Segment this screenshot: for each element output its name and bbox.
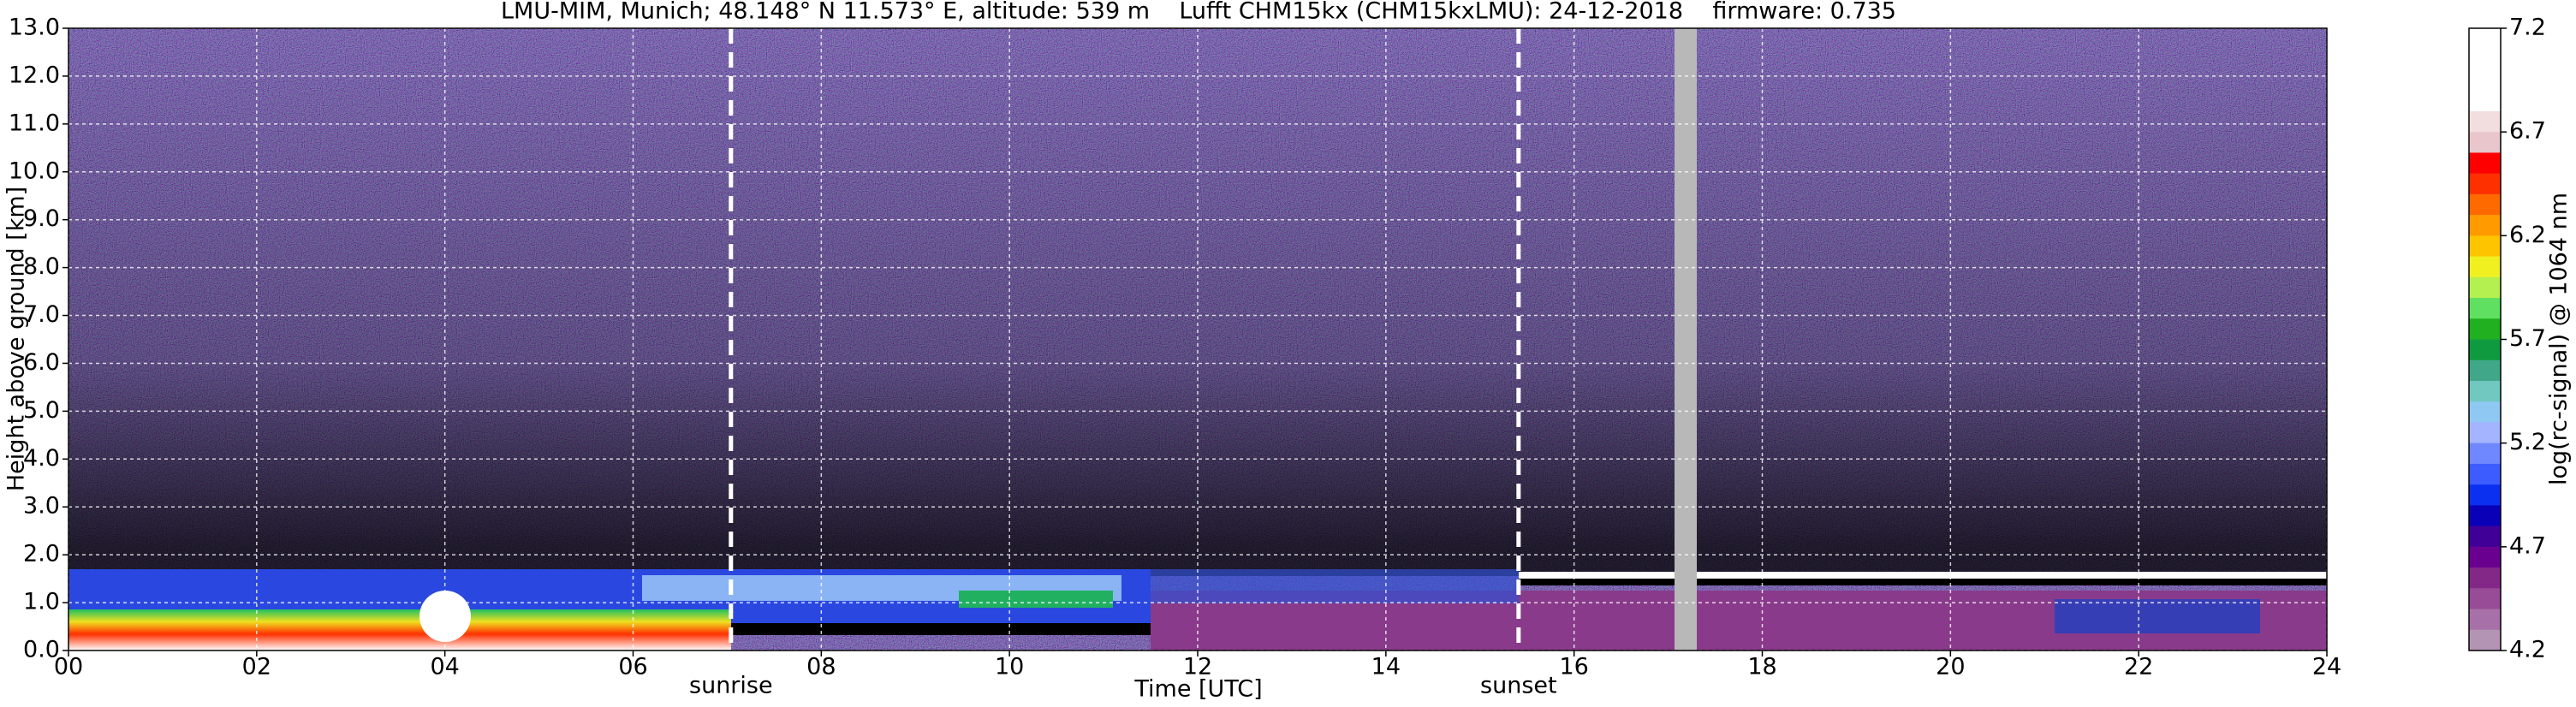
colorbar-swatch xyxy=(2469,28,2501,50)
colorbar-tick-label: 7.2 xyxy=(2509,15,2546,41)
cloud-top xyxy=(1519,579,2327,585)
x-tick-label: 00 xyxy=(54,654,83,680)
colorbar-swatch xyxy=(2469,110,2501,133)
y-tick-label: 6.0 xyxy=(23,349,60,376)
colorbar-swatch xyxy=(2469,276,2501,299)
colorbar-tick-label: 4.2 xyxy=(2509,637,2546,663)
colorbar-swatch xyxy=(2469,588,2501,610)
colorbar-swatch xyxy=(2469,443,2501,465)
x-tick-label: 24 xyxy=(2312,654,2341,680)
colorbar-swatch xyxy=(2469,401,2501,423)
data-gap xyxy=(1675,28,1697,651)
y-tick-label: 5.0 xyxy=(23,397,60,424)
y-tick-label: 7.0 xyxy=(23,301,60,328)
y-tick-label: 11.0 xyxy=(9,110,60,136)
colorbar-swatch xyxy=(2469,505,2501,527)
colorbar-swatch xyxy=(2469,484,2501,506)
colorbar-swatch xyxy=(2469,298,2501,319)
x-tick-label: 10 xyxy=(995,654,1024,680)
colorbar-swatch xyxy=(2469,69,2501,92)
x-tick-label: 06 xyxy=(618,654,647,680)
colorbar-swatch xyxy=(2469,49,2501,70)
y-tick-label: 3.0 xyxy=(23,493,60,520)
x-tick-label: 22 xyxy=(2124,654,2153,680)
x-tick-label: 12 xyxy=(1183,654,1212,680)
y-axis-label: Height above ground [km] xyxy=(3,187,30,491)
colorbar-swatch xyxy=(2469,152,2501,175)
y-tick-label: 0.0 xyxy=(23,637,60,663)
colorbar-swatch xyxy=(2469,463,2501,485)
y-tick-label: 13.0 xyxy=(9,15,60,41)
y-tick-label: 10.0 xyxy=(9,157,60,184)
colorbar-swatch xyxy=(2469,235,2501,258)
colorbar-swatch xyxy=(2469,339,2501,361)
colorbar-swatch xyxy=(2469,318,2501,340)
colorbar-tick-label: 5.7 xyxy=(2509,325,2546,352)
colorbar-swatch xyxy=(2469,193,2501,216)
colorbar-swatch xyxy=(2469,609,2501,631)
x-tick-label: 20 xyxy=(1936,654,1965,680)
x-tick-label: 16 xyxy=(1559,654,1588,680)
cloud-top xyxy=(1519,572,2327,579)
x-tick-label: 04 xyxy=(430,654,459,680)
colorbar-tick-label: 5.2 xyxy=(2509,429,2546,455)
chart-title: LMU-MIM, Munich; 48.148° N 11.573° E, al… xyxy=(501,0,1896,25)
aerosol-layer xyxy=(2055,599,2260,633)
colorbar-swatch xyxy=(2469,629,2501,651)
annotation-label: sunset xyxy=(1480,673,1557,699)
aerosol-layer xyxy=(959,591,1113,608)
colorbar-swatch xyxy=(2469,215,2501,236)
y-tick-label: 1.0 xyxy=(23,589,60,615)
boundary-layer xyxy=(419,591,471,642)
plot-frame xyxy=(68,27,2328,651)
y-tick-label: 8.0 xyxy=(23,253,60,280)
colorbar-swatch xyxy=(2469,422,2501,444)
colorbar-swatch xyxy=(2469,546,2501,568)
x-tick-label: 18 xyxy=(1747,654,1776,680)
colorbar-swatch xyxy=(2469,526,2501,548)
colorbar-swatch xyxy=(2469,90,2501,112)
x-tick-label: 02 xyxy=(242,654,271,680)
colorbar-swatch xyxy=(2469,256,2501,278)
x-tick-label: 14 xyxy=(1371,654,1401,680)
colorbar-swatch xyxy=(2469,380,2501,402)
y-tick-label: 12.0 xyxy=(9,62,60,88)
colorbar-label: log(rc-signal) @ 1064 nm xyxy=(2546,193,2573,485)
cloud-base xyxy=(731,623,1151,635)
x-axis-label: Time [UTC] xyxy=(1133,676,1262,703)
y-tick-label: 9.0 xyxy=(23,205,60,232)
colorbar-swatch xyxy=(2469,132,2501,153)
annotation-label: sunrise xyxy=(689,673,773,699)
colorbar-swatch xyxy=(2469,567,2501,589)
colorbar-tick-label: 4.7 xyxy=(2509,532,2546,559)
y-tick-label: 2.0 xyxy=(23,541,60,567)
aerosol-layer xyxy=(1151,569,1519,603)
colorbar-swatch xyxy=(2469,359,2501,382)
y-tick-label: 4.0 xyxy=(23,445,60,472)
boundary-layer xyxy=(68,609,731,651)
colorbar-swatch xyxy=(2469,173,2501,195)
colorbar-tick-label: 6.7 xyxy=(2509,118,2546,145)
x-tick-label: 08 xyxy=(806,654,836,680)
colorbar-tick-label: 6.2 xyxy=(2509,222,2546,248)
